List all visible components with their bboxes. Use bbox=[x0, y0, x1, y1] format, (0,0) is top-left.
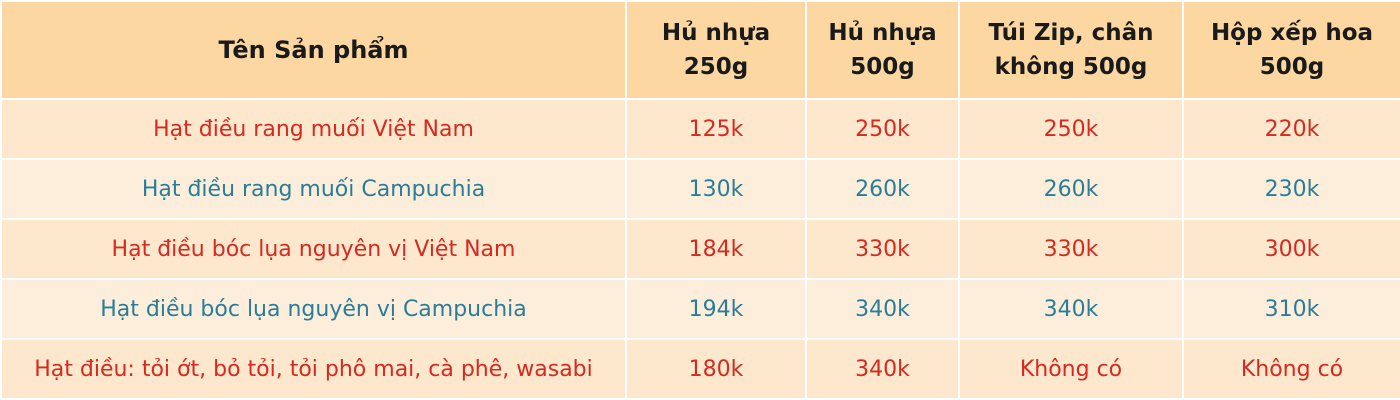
price-cell: 340k bbox=[805, 278, 960, 340]
header-row: Tên Sản phẩm Hủ nhựa 250g Hủ nhựa 500g Túi … bbox=[0, 0, 1400, 100]
table-row: Hạt điều rang muối Việt Nam 125k 250k 250k 2… bbox=[0, 98, 1400, 160]
price-cell: 330k bbox=[958, 218, 1184, 280]
table-row: Hạt điều bóc lụa nguyên vị Campuchia 194k… bbox=[0, 278, 1400, 340]
header-cell: Hộp xếp hoa 500g bbox=[1182, 0, 1400, 100]
table-row: Hạt điều: tỏi ớt, bỏ tỏi, tỏi phô mai, c… bbox=[0, 338, 1400, 400]
table-row: Hạt điều bóc lụa nguyên vị Việt Nam 184k 3… bbox=[0, 218, 1400, 280]
product-name: Hạt điều bóc lụa nguyên vị Việt Nam bbox=[0, 218, 627, 280]
price-cell: 260k bbox=[958, 158, 1184, 220]
header-cell: Hủ nhựa 250g bbox=[625, 0, 807, 100]
price-cell: 230k bbox=[1182, 158, 1400, 220]
price-cell: Không có bbox=[1182, 338, 1400, 400]
price-cell: 340k bbox=[958, 278, 1184, 340]
price-cell: 330k bbox=[805, 218, 960, 280]
header-cell: Tên Sản phẩm bbox=[0, 0, 627, 100]
price-cell: 220k bbox=[1182, 98, 1400, 160]
price-cell: Không có bbox=[958, 338, 1184, 400]
table-row: Hạt điều rang muối Campuchia 130k 260k 260k… bbox=[0, 158, 1400, 220]
product-name: Hạt điều: tỏi ớt, bỏ tỏi, tỏi phô mai, c… bbox=[0, 338, 627, 400]
price-cell: 260k bbox=[805, 158, 960, 220]
product-name: Hạt điều bóc lụa nguyên vị Campuchia bbox=[0, 278, 627, 340]
header-cell: Túi Zip, chân không 500g bbox=[958, 0, 1184, 100]
price-cell: 340k bbox=[805, 338, 960, 400]
price-cell: 180k bbox=[625, 338, 807, 400]
table-body: Hạt điều rang muối Việt Nam 125k 250k 250k 2… bbox=[0, 98, 1400, 400]
product-name: Hạt điều rang muối Campuchia bbox=[0, 158, 627, 220]
product-name: Hạt điều rang muối Việt Nam bbox=[0, 98, 627, 160]
price-cell: 194k bbox=[625, 278, 807, 340]
price-cell: 310k bbox=[1182, 278, 1400, 340]
price-cell: 300k bbox=[1182, 218, 1400, 280]
price-cell: 250k bbox=[958, 98, 1184, 160]
price-cell: 184k bbox=[625, 218, 807, 280]
price-cell: 250k bbox=[805, 98, 960, 160]
price-cell: 130k bbox=[625, 158, 807, 220]
header-cell: Hủ nhựa 500g bbox=[805, 0, 960, 100]
table-header: Tên Sản phẩm Hủ nhựa 250g Hủ nhựa 500g Túi … bbox=[0, 0, 1400, 100]
price-cell: 125k bbox=[625, 98, 807, 160]
